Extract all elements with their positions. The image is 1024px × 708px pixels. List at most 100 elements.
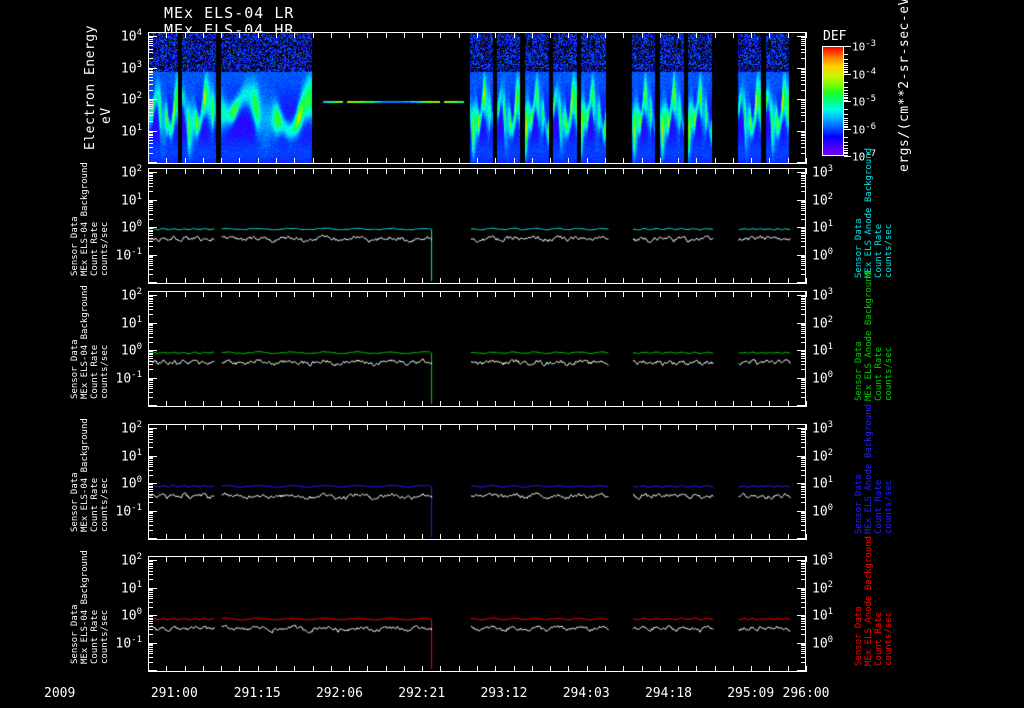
y-minor-tick: [148, 256, 153, 257]
y-tick-label-left: 101: [120, 191, 142, 208]
x-tick: [532, 424, 533, 430]
y-minor-tick: [801, 132, 806, 133]
x-tick: [367, 291, 368, 297]
y-tick-label-right: 101: [812, 219, 834, 236]
y-major-tick: [148, 483, 157, 484]
right-title-line: MEx ELS Anode Background: [864, 403, 874, 534]
x-tick: [331, 534, 332, 540]
y-minor-tick: [801, 629, 806, 630]
x-tick: [386, 666, 387, 672]
panel-left-units-electron-energy: eV: [99, 107, 114, 124]
x-tick: [386, 556, 387, 562]
y-major-tick: [148, 350, 157, 351]
x-tick: [715, 278, 716, 284]
left-title-line: Sensor Data: [70, 216, 80, 276]
right-title-line: Sensor Data: [854, 474, 864, 534]
panel-plot-area-anode-4: [149, 557, 805, 671]
y-minor-tick: [801, 594, 806, 595]
x-tick: [459, 556, 460, 562]
x-tick: [313, 291, 314, 297]
x-tick: [733, 158, 734, 164]
x-tick-label: 293:12: [480, 686, 528, 701]
x-tick: [148, 291, 149, 297]
y-minor-tick: [801, 333, 806, 334]
x-tick: [495, 424, 496, 430]
x-tick: [276, 534, 277, 540]
y-minor-tick: [148, 43, 153, 44]
x-tick: [276, 401, 277, 407]
x-tick: [185, 278, 186, 284]
x-tick: [514, 534, 515, 540]
y-minor-tick: [148, 657, 153, 658]
y-minor-tick: [148, 191, 153, 192]
y-minor-tick: [801, 602, 806, 603]
y-minor-tick: [148, 84, 153, 85]
colorbar-minor-tick: [844, 95, 848, 96]
panel-right-title-anode-1: Sensor Data MEx ELS Anode Background Count…: [854, 148, 894, 278]
x-tick: [733, 424, 734, 430]
x-tick: [185, 534, 186, 540]
x-tick: [678, 168, 679, 174]
y-minor-tick: [801, 618, 806, 619]
x-tick: [696, 556, 697, 562]
y-minor-tick: [801, 71, 806, 72]
y-minor-tick: [801, 466, 806, 467]
y-major-tick: [148, 172, 157, 173]
y-minor-tick: [148, 651, 153, 652]
y-minor-tick: [148, 77, 153, 78]
x-tick: [422, 666, 423, 672]
x-tick: [532, 666, 533, 672]
colorbar-major-tick: [844, 74, 851, 75]
y-minor-tick: [801, 431, 806, 432]
x-tick: [642, 168, 643, 174]
y-minor-tick: [801, 77, 806, 78]
y-minor-tick: [148, 436, 153, 437]
x-tick: [477, 32, 478, 38]
y-minor-tick: [801, 84, 806, 85]
y-minor-tick: [148, 574, 153, 575]
left-title-line: MEx ELS-04 Background: [80, 285, 90, 399]
y-minor-tick: [148, 45, 153, 46]
y-minor-tick: [148, 108, 153, 109]
y-minor-tick: [148, 502, 153, 503]
y-minor-tick: [148, 590, 153, 591]
y-minor-tick: [148, 143, 153, 144]
y-major-tick: [797, 483, 806, 484]
y-minor-tick: [148, 397, 153, 398]
y-minor-tick: [801, 487, 806, 488]
x-tick: [715, 291, 716, 297]
y-minor-tick: [801, 634, 806, 635]
x-tick: [751, 168, 752, 174]
x-tick: [440, 158, 441, 164]
x-tick: [788, 168, 789, 174]
x-tick: [733, 556, 734, 562]
x-tick: [550, 291, 551, 297]
x-tick: [440, 534, 441, 540]
y-minor-tick: [801, 644, 806, 645]
x-tick: [678, 401, 679, 407]
y-minor-tick: [148, 513, 153, 514]
y-minor-tick: [801, 325, 806, 326]
y-minor-tick: [148, 466, 153, 467]
y-tick-label-left: 10-1: [115, 246, 143, 263]
x-tick: [806, 168, 807, 174]
y-minor-tick: [801, 512, 806, 513]
x-tick: [788, 32, 789, 38]
y-minor-tick: [801, 74, 806, 75]
y-minor-tick: [801, 298, 806, 299]
y-minor-tick: [801, 39, 806, 40]
y-major-tick: [797, 643, 806, 644]
y-minor-tick: [801, 626, 806, 627]
y-minor-tick: [801, 460, 806, 461]
x-tick: [495, 158, 496, 164]
right-title-line: Sensor Data: [854, 341, 864, 401]
y-major-tick: [797, 428, 806, 429]
x-tick: [477, 278, 478, 284]
y-minor-tick: [148, 265, 153, 266]
y-minor-tick: [148, 52, 153, 53]
y-minor-tick: [148, 379, 153, 380]
x-tick: [258, 158, 259, 164]
x-tick: [258, 32, 259, 38]
y-tick-label-right: 101: [812, 607, 834, 624]
y-tick-label-left: 101: [120, 314, 142, 331]
